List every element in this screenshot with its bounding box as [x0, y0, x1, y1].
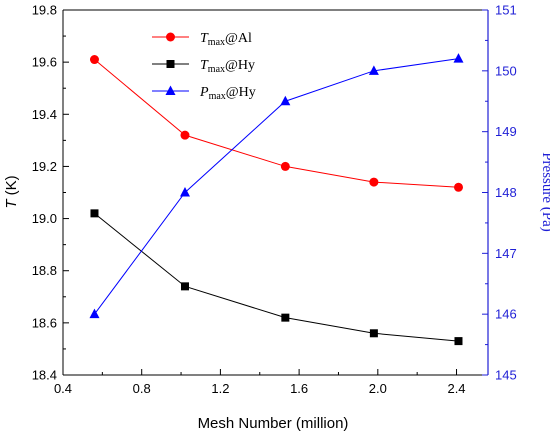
y-axis-title-left: T (K) [3, 175, 20, 208]
plot-frame [62, 9, 489, 376]
legend-label-rest: @Al [225, 31, 252, 46]
y-right-tick-label: 149 [495, 124, 517, 139]
y-left-tick-label: 19.2 [32, 159, 57, 174]
legend-label: Tmax@Hy [200, 58, 255, 75]
series-point [280, 161, 290, 171]
series-line [94, 212, 459, 342]
y-right-tick-label: 150 [495, 63, 517, 78]
legend-swatch-marker [166, 60, 175, 68]
y-axis-title-left-rest: (K) [3, 175, 20, 199]
y-left-tick-label: 18.6 [32, 315, 57, 330]
series-point [89, 55, 99, 65]
y-left-tick-label: 18.8 [32, 263, 57, 278]
y-right-tick-label: 146 [495, 307, 517, 322]
y-left-tick-label: 19.4 [32, 107, 57, 122]
x-axis-title: Mesh Number (million) [198, 415, 349, 432]
legend-label-main: P [199, 85, 209, 100]
series-point [179, 187, 190, 197]
series-lines [94, 58, 459, 342]
legend-label-sub: max [208, 64, 225, 75]
x-tick-label: 1.6 [290, 381, 308, 396]
legend-label: Pmax@Hy [199, 85, 256, 102]
series-point [180, 282, 189, 291]
y-left-tick-label: 18.4 [32, 368, 57, 383]
series-point [369, 329, 378, 338]
series-markers [89, 53, 464, 346]
series-point [369, 177, 379, 187]
series-point [180, 130, 190, 140]
legend-swatch-marker [166, 32, 175, 42]
x-tick-label: 2.4 [447, 381, 465, 396]
series-point [280, 95, 291, 106]
series-point [454, 337, 463, 346]
y-left-tick-label: 19.8 [32, 3, 57, 18]
y-axis-title-right: Pressure (Pa) [539, 152, 550, 232]
x-tick-label: 0.8 [133, 381, 151, 396]
series-point [89, 308, 100, 319]
x-tick-label: 1.2 [211, 381, 229, 396]
y-right-tick-label: 145 [495, 368, 517, 383]
legend-label-main: T [200, 31, 209, 46]
legend-label-sub: max [209, 91, 226, 102]
y-left-tick-label: 19.6 [32, 55, 57, 70]
legend-label-sub: max [208, 37, 225, 48]
legend-label-main: T [200, 58, 209, 73]
x-tick-label: 2.0 [369, 381, 387, 396]
series-point [453, 182, 463, 192]
series-point [368, 65, 379, 75]
y-left-tick-label: 19.0 [32, 211, 57, 226]
series-point [281, 313, 290, 322]
series-point [90, 209, 99, 218]
legend-label-rest: @Hy [225, 58, 255, 73]
y-right-tick-label: 151 [495, 3, 517, 18]
series-line [94, 59, 459, 188]
series-line [94, 58, 459, 315]
axis-ticks: 0.4 0.8 1.2 1.6 2.0 2.4 18.4 18.6 18.8 19.0 19.2 19… [32, 3, 517, 397]
y-right-tick-label: 148 [495, 185, 517, 200]
series-point [453, 53, 464, 63]
x-tick-label: 0.4 [54, 381, 72, 396]
y-right-tick-label: 147 [495, 246, 517, 261]
y-axis-title-left-italic: T [3, 198, 20, 209]
legend-swatch-marker [165, 85, 176, 95]
legend-label-rest: @Hy [226, 85, 256, 100]
legend-label: Tmax@Al [200, 31, 252, 48]
